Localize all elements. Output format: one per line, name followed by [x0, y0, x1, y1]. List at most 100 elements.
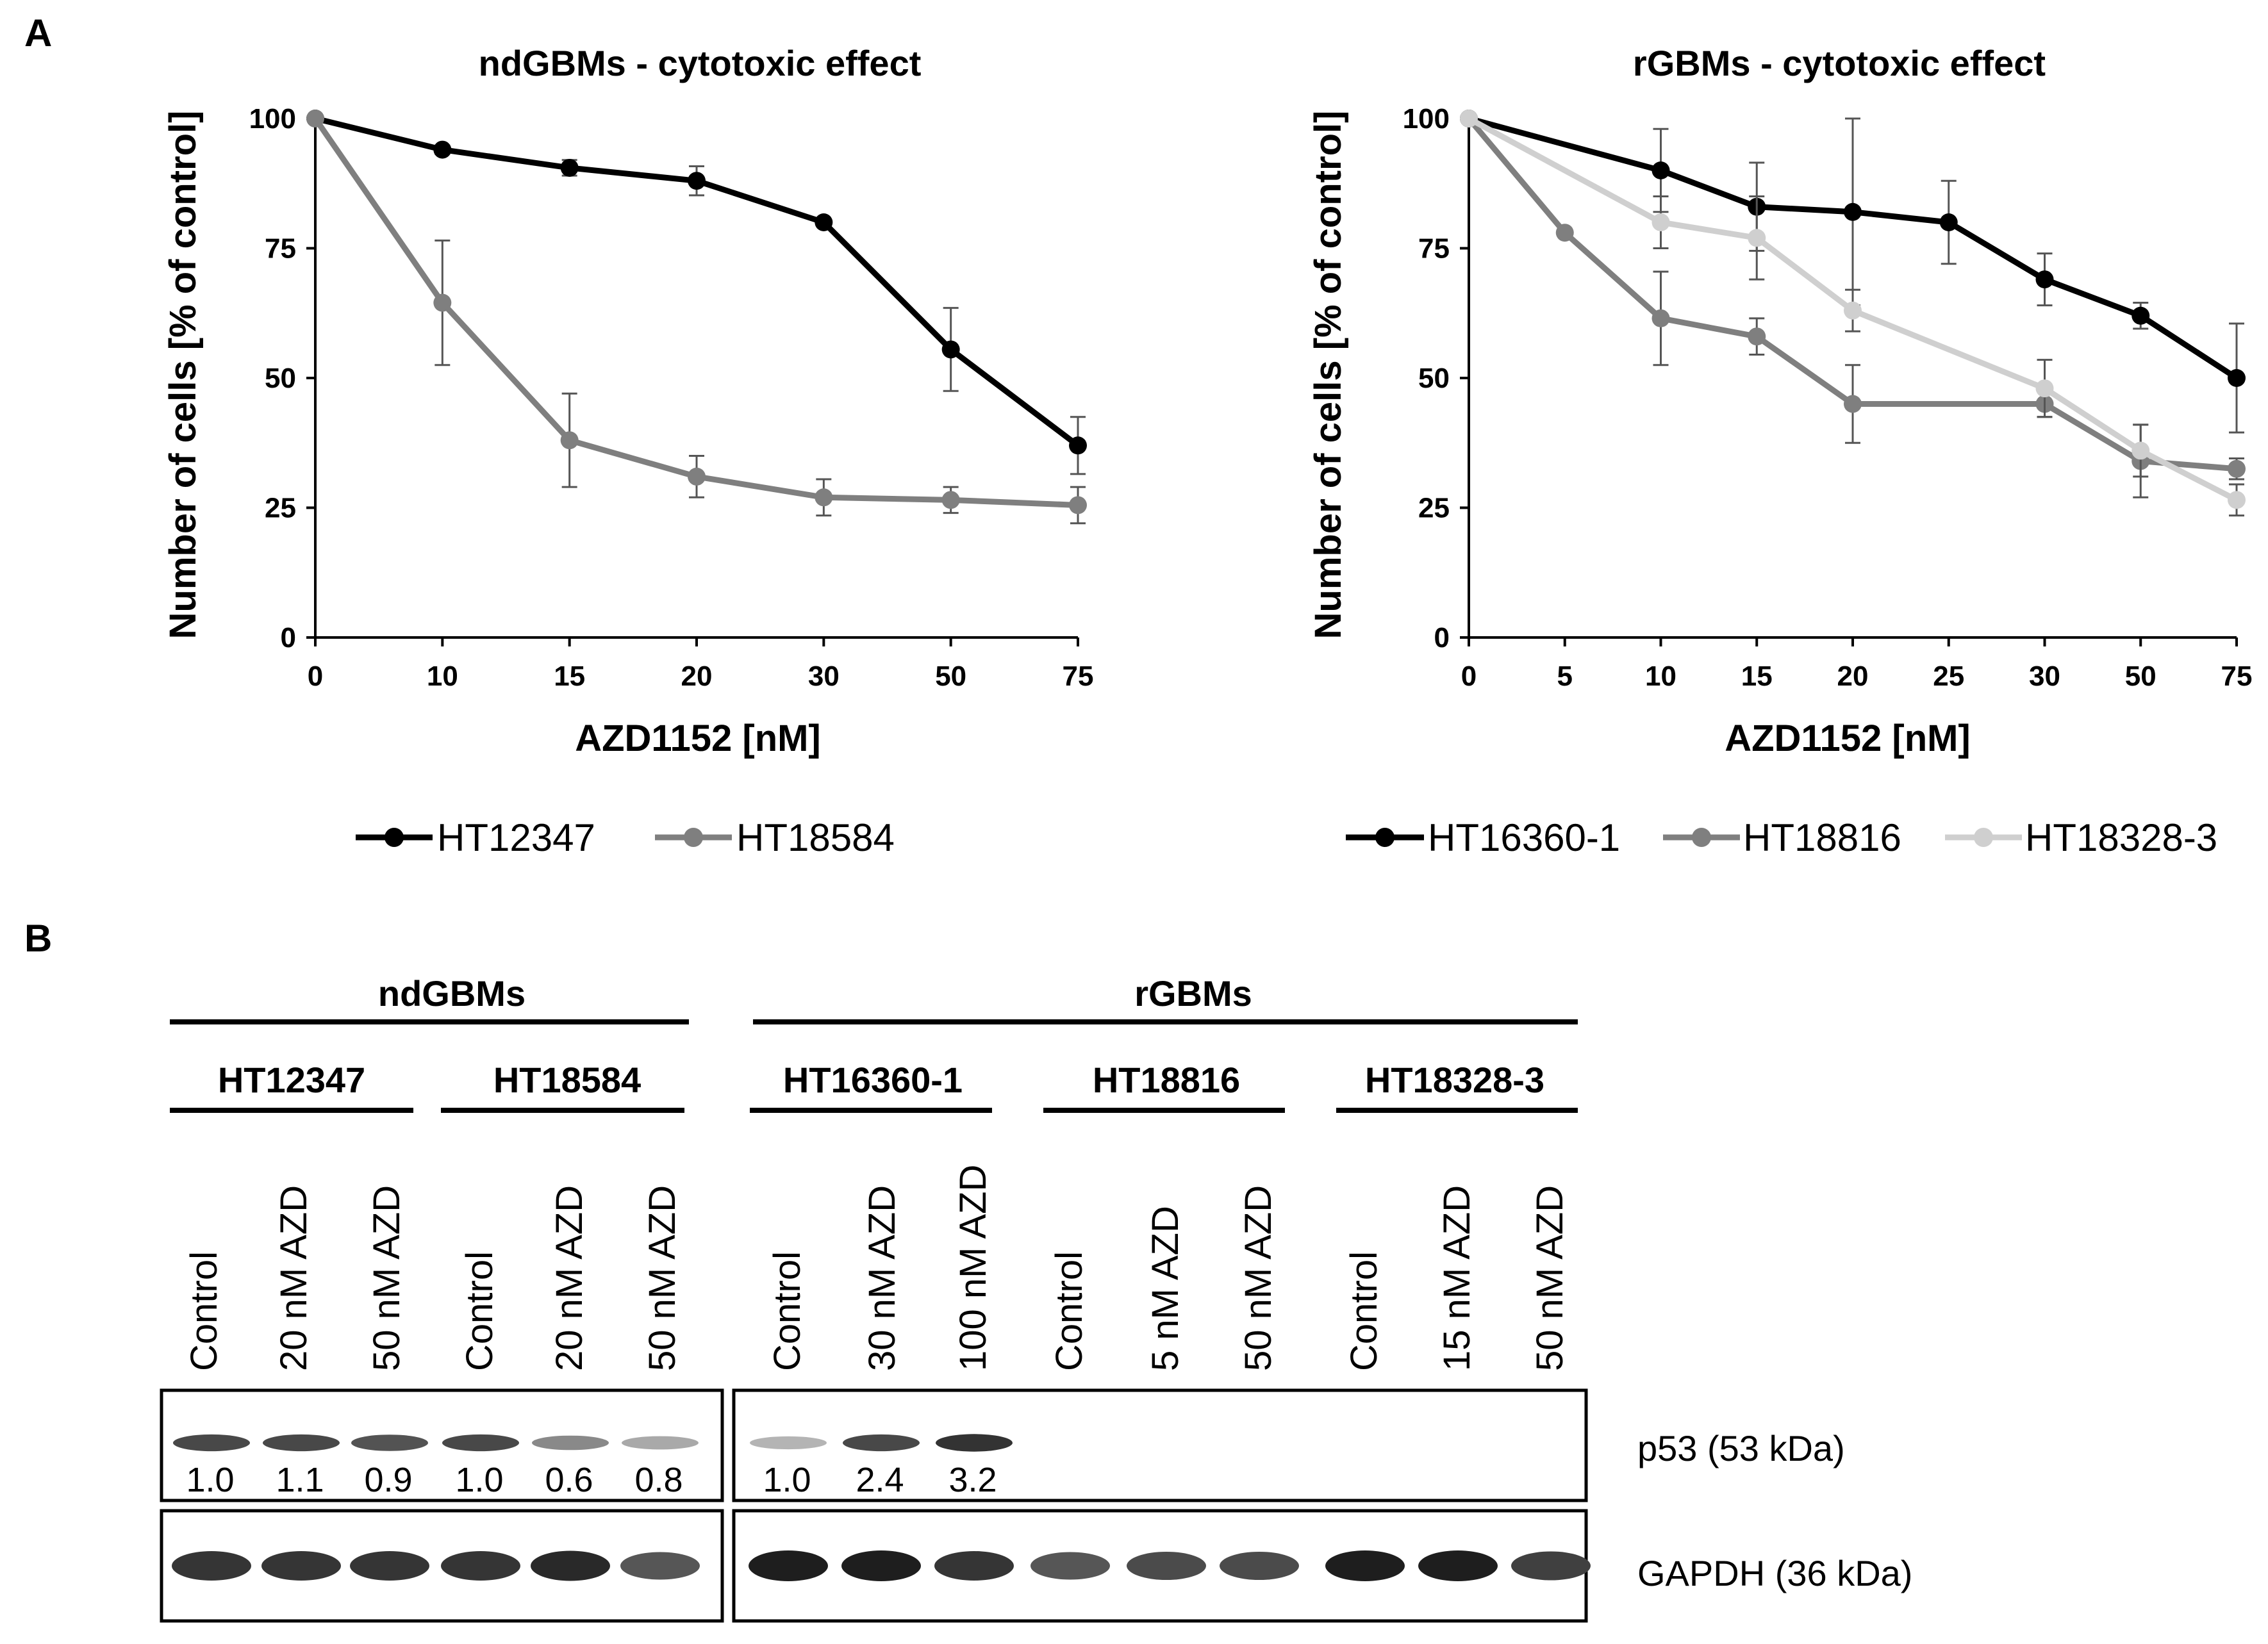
chart1-ytick-label-75: 75 — [265, 233, 296, 265]
blot-cellline-ht12347: HT12347 — [218, 1060, 365, 1100]
chart2-line-ht16360-1 — [1468, 115, 2239, 381]
chart2-point-ht16360-1-50 — [2131, 306, 2150, 325]
western-blot-panel: ndGBMs rGBMs HT12347 HT18584 HT16360-1 H… — [160, 973, 1912, 1623]
panel-label-a: A — [24, 12, 52, 54]
legend-label-ht18816: HT18816 — [1743, 816, 1901, 859]
blot-p53-quant-9: 3.2 — [948, 1461, 997, 1499]
chart2-point-ht18816-15 — [1748, 327, 1766, 346]
blot-p53-label: p53 (53 kDa) — [1637, 1428, 1845, 1468]
chart1-xtick-label-75: 75 — [1063, 661, 1094, 692]
blot-p53-band-5 — [532, 1435, 609, 1451]
chart2-point-ht18328-3-50 — [2131, 441, 2150, 460]
legend-label-ht18584: HT18584 — [736, 816, 895, 859]
blot-p53-quant-1: 1.0 — [186, 1461, 234, 1499]
blot-lane-label-14: 15 nM AZD — [1436, 1185, 1478, 1371]
blot-lane-label-3: 50 nM AZD — [366, 1185, 408, 1371]
blot-p53-quant-6: 0.8 — [634, 1461, 683, 1499]
chart1-point-ht18584-50 — [941, 491, 960, 509]
blot-p53-quant-5: 0.6 — [545, 1461, 593, 1499]
chart1-point-ht12347-15 — [560, 158, 579, 177]
blot-gapdh-band-15 — [1511, 1551, 1591, 1581]
blot-cellline-ht18584: HT18584 — [493, 1060, 641, 1100]
blot-p53-band-8 — [843, 1434, 920, 1452]
chart2-title: rGBMs - cytotoxic effect — [1633, 43, 2046, 83]
blot-gapdh-band-9 — [934, 1551, 1014, 1581]
blot-lane-label-7: Control — [766, 1251, 808, 1371]
chart1-point-ht18584-30 — [815, 488, 833, 507]
chart2-xtick-label-0: 0 — [1461, 661, 1477, 692]
chart1-point-ht18584-20 — [688, 467, 706, 486]
chart1-point-ht18584-10 — [433, 293, 452, 312]
blot-lane-label-11: 5 nM AZD — [1145, 1206, 1186, 1371]
blot-lane-label-9: 100 nM AZD — [952, 1165, 994, 1371]
chart2-ytick-label-75: 75 — [1418, 233, 1450, 265]
legend-label-ht12347: HT12347 — [437, 816, 595, 859]
blot-p53-band-7 — [750, 1436, 827, 1450]
chart2-ytick-label-50: 50 — [1418, 363, 1450, 394]
blot-gapdh-band-3 — [350, 1551, 429, 1581]
chart2-point-ht16360-1-25 — [1939, 213, 1958, 231]
legend-marker-ht18328-3 — [1974, 828, 1993, 847]
blot-lane-label-6: 50 nM AZD — [641, 1185, 683, 1371]
chart1-point-ht12347-50 — [941, 340, 960, 359]
chart2-xtick-label-50: 50 — [2125, 661, 2156, 692]
chart2-xtick-label-5: 5 — [1557, 661, 1573, 692]
chart2-point-ht18816-10 — [1651, 309, 1670, 327]
blot-cellline-ht18328-3: HT18328-3 — [1365, 1060, 1544, 1100]
chart1-point-ht18584-0 — [306, 110, 324, 127]
blot-lane-label-8: 30 nM AZD — [861, 1185, 903, 1371]
chart2-point-ht18328-3-20 — [1844, 301, 1862, 320]
chart2-point-ht18328-3-0 — [1460, 110, 1478, 127]
blot-gapdh-band-5 — [531, 1550, 610, 1581]
blot-gapdh-band-8 — [841, 1550, 921, 1581]
blot-cellline-ht16360-1: HT16360-1 — [783, 1060, 963, 1100]
blot-gapdh-band-13 — [1325, 1550, 1405, 1581]
blot-lane-label-4: Control — [459, 1251, 501, 1371]
chart2-point-ht16360-1-10 — [1651, 161, 1670, 179]
legend-marker-ht18584 — [684, 828, 703, 847]
legend-marker-ht18816 — [1692, 828, 1711, 847]
chart2-xtick-label-10: 10 — [1645, 661, 1676, 692]
chart1-point-ht12347-75 — [1069, 436, 1087, 455]
blot-p53-quant-7: 1.0 — [763, 1461, 811, 1499]
chart2-ylabel: Number of cells [% of control] — [1307, 111, 1349, 639]
blot-gapdh-label: GAPDH (36 kDa) — [1637, 1553, 1912, 1593]
chart2-line-ht18816 — [1466, 117, 2237, 472]
blot-p53-band-6 — [622, 1436, 699, 1450]
blot-lane-label-2: 20 nM AZD — [273, 1185, 315, 1371]
panel-label-b: B — [24, 917, 52, 960]
blot-p53-band-2 — [263, 1434, 340, 1452]
chart2-point-ht18328-3-75 — [2228, 491, 2246, 509]
blot-lane-label-1: Control — [183, 1251, 225, 1371]
blot-gapdh-band-2 — [261, 1551, 341, 1581]
legend-marker-ht12347 — [385, 828, 404, 847]
blot-lane-label-5: 20 nM AZD — [549, 1185, 590, 1371]
chart1-xtick-label-20: 20 — [681, 661, 713, 692]
blot-p53-quant-3: 0.9 — [364, 1461, 412, 1499]
chart2-ytick-label-25: 25 — [1418, 493, 1450, 524]
blot-gapdh-band-10 — [1031, 1552, 1110, 1580]
blot-p53-band-1 — [173, 1434, 250, 1452]
chart2-point-ht16360-1-20 — [1844, 202, 1862, 221]
chart1-xlabel: AZD1152 [nM] — [575, 718, 821, 759]
chart1-ytick-label-0: 0 — [281, 622, 296, 653]
chart2-point-ht18816-75 — [2228, 459, 2246, 478]
blot-gapdh-band-11 — [1127, 1552, 1206, 1580]
chart1-point-ht12347-20 — [688, 172, 706, 190]
chart2-point-ht16360-1-75 — [2228, 369, 2246, 387]
legend-label-ht18328-3: HT18328-3 — [2025, 816, 2217, 859]
chart2-xtick-label-15: 15 — [1741, 661, 1773, 692]
blot-group-rgbms: rGBMs — [1134, 973, 1252, 1014]
chart1-point-ht12347-30 — [815, 213, 833, 231]
chart-rgbms: rGBMs - cytotoxic effect AZD1152 [nM] Nu… — [1307, 43, 2252, 859]
blot-p53-quant-4: 1.0 — [455, 1461, 503, 1499]
chart1-ytick-label-25: 25 — [265, 493, 296, 524]
blot-group-ndgbms: ndGBMs — [378, 973, 526, 1014]
blot-p53-band-3 — [351, 1434, 428, 1451]
chart-ndgbms: ndGBMs - cytotoxic effect AZD1152 [nM] N… — [162, 43, 1093, 859]
chart2-point-ht16360-1-30 — [2035, 270, 2054, 289]
blot-gapdh-band-4 — [441, 1551, 520, 1581]
blot-p53-quant-2: 1.1 — [276, 1461, 324, 1499]
blot-cellline-ht18816: HT18816 — [1093, 1060, 1240, 1100]
